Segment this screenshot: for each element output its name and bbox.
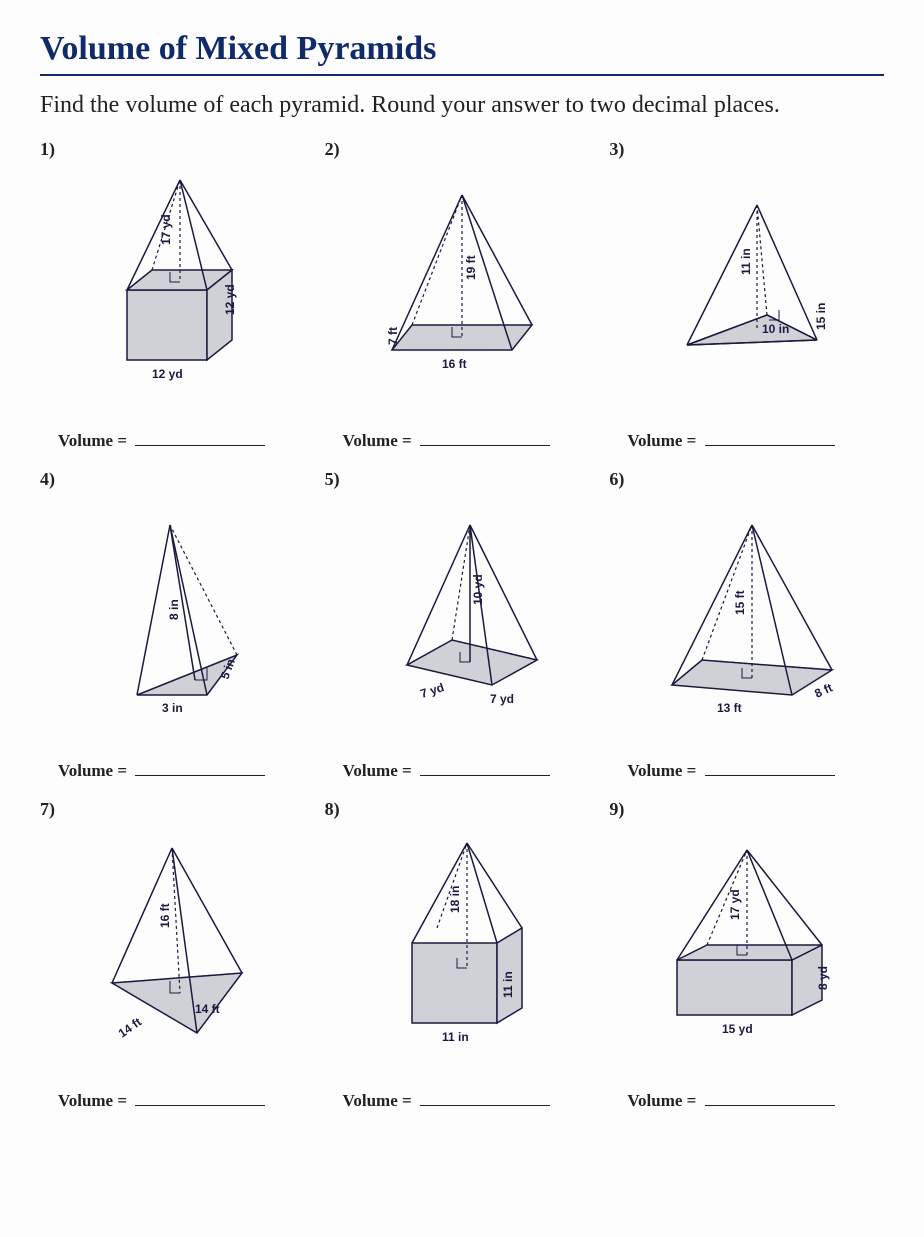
answer-blank[interactable] <box>420 1105 550 1106</box>
figure-6: 15 ft 13 ft 8 ft <box>609 489 884 741</box>
dim-leg2: 5 in <box>218 657 238 681</box>
answer-line: Volume = <box>343 431 550 451</box>
problem-number: 9) <box>609 799 624 820</box>
problem-number: 6) <box>609 469 624 490</box>
problem-5: 5) 10 yd 7 yd 7 yd Volume = <box>325 469 600 789</box>
answer-blank[interactable] <box>420 445 550 446</box>
figure-9: 17 yd 8 yd 15 yd <box>609 819 884 1071</box>
dim-height: 15 ft <box>733 591 747 616</box>
problem-grid: 1) 17 yd 12 yd 12 yd Volume = <box>40 139 884 1119</box>
dim-width: 11 in <box>442 1030 469 1044</box>
dim-depth: 11 in <box>501 971 515 998</box>
dim-depth: 7 ft <box>386 327 400 345</box>
problem-7: 7) 16 ft 14 ft 14 ft Volume = <box>40 799 315 1119</box>
dim-height: 16 ft <box>158 903 172 928</box>
answer-blank[interactable] <box>705 1105 835 1106</box>
answer-line: Volume = <box>343 1091 550 1111</box>
problem-number: 3) <box>609 139 624 160</box>
dim-depth: 8 yd <box>816 966 830 990</box>
dim-depth: 12 yd <box>223 285 237 316</box>
page-title: Volume of Mixed Pyramids <box>40 30 884 76</box>
dim-base2: 14 ft <box>195 1002 220 1016</box>
instructions: Find the volume of each pyramid. Round y… <box>40 90 884 121</box>
figure-8: 18 in 11 in 11 in <box>325 819 600 1071</box>
answer-label: Volume = <box>627 1091 696 1110</box>
problem-8: 8) 18 in 11 in 11 in Volume = <box>325 799 600 1119</box>
problem-number: 4) <box>40 469 55 490</box>
answer-blank[interactable] <box>705 775 835 776</box>
problem-1: 1) 17 yd 12 yd 12 yd Volume = <box>40 139 315 459</box>
answer-line: Volume = <box>627 761 834 781</box>
dim-base1: 14 ft <box>116 1015 144 1041</box>
answer-label: Volume = <box>343 431 412 450</box>
figure-1: 17 yd 12 yd 12 yd <box>40 159 315 411</box>
answer-blank[interactable] <box>135 775 265 776</box>
problem-2: 2) 19 ft 7 ft 16 ft Volume = <box>325 139 600 459</box>
answer-line: Volume = <box>58 1091 265 1111</box>
problem-number: 1) <box>40 139 55 160</box>
answer-blank[interactable] <box>135 1105 265 1106</box>
dim-height: 17 yd <box>159 215 173 246</box>
figure-3: 11 in 10 in 15 in <box>609 159 884 411</box>
dim-slant: 15 in <box>814 303 828 330</box>
answer-line: Volume = <box>627 1091 834 1111</box>
answer-blank[interactable] <box>420 775 550 776</box>
dim-height: 11 in <box>739 249 753 276</box>
answer-line: Volume = <box>58 431 265 451</box>
dim-width: 12 yd <box>152 367 183 381</box>
problem-6: 6) 15 ft 13 ft 8 ft Volume = <box>609 469 884 789</box>
answer-line: Volume = <box>58 761 265 781</box>
dim-height: 8 in <box>167 600 181 621</box>
answer-label: Volume = <box>343 761 412 780</box>
dim-height: 18 in <box>448 885 462 912</box>
figure-5: 10 yd 7 yd 7 yd <box>325 489 600 741</box>
answer-line: Volume = <box>627 431 834 451</box>
problem-number: 7) <box>40 799 55 820</box>
dim-depth: 7 yd <box>419 680 446 701</box>
dim-width: 15 yd <box>722 1022 753 1036</box>
answer-blank[interactable] <box>705 445 835 446</box>
problem-3: 3) 11 in 10 in 15 in Volume = <box>609 139 884 459</box>
answer-label: Volume = <box>58 761 127 780</box>
answer-label: Volume = <box>343 1091 412 1110</box>
figure-2: 19 ft 7 ft 16 ft <box>325 159 600 411</box>
problem-number: 2) <box>325 139 340 160</box>
figure-4: 8 in 5 in 3 in <box>40 489 315 741</box>
answer-label: Volume = <box>58 431 127 450</box>
dim-width: 16 ft <box>442 357 467 371</box>
problem-9: 9) 17 yd 8 yd 15 yd Volume = <box>609 799 884 1119</box>
answer-line: Volume = <box>343 761 550 781</box>
dim-height: 17 yd <box>728 890 742 921</box>
dim-height: 19 ft <box>464 256 478 281</box>
problem-number: 8) <box>325 799 340 820</box>
dim-width: 13 ft <box>717 701 742 715</box>
dim-leg1: 3 in <box>162 701 183 715</box>
dim-width: 7 yd <box>490 692 514 706</box>
dim-base: 10 in <box>762 322 789 336</box>
answer-label: Volume = <box>627 761 696 780</box>
dim-height: 10 yd <box>471 575 485 606</box>
answer-blank[interactable] <box>135 445 265 446</box>
problem-number: 5) <box>325 469 340 490</box>
problem-4: 4) 8 in 5 in 3 in Volume = <box>40 469 315 789</box>
answer-label: Volume = <box>627 431 696 450</box>
figure-7: 16 ft 14 ft 14 ft <box>40 819 315 1071</box>
dim-depth: 8 ft <box>812 681 834 701</box>
answer-label: Volume = <box>58 1091 127 1110</box>
